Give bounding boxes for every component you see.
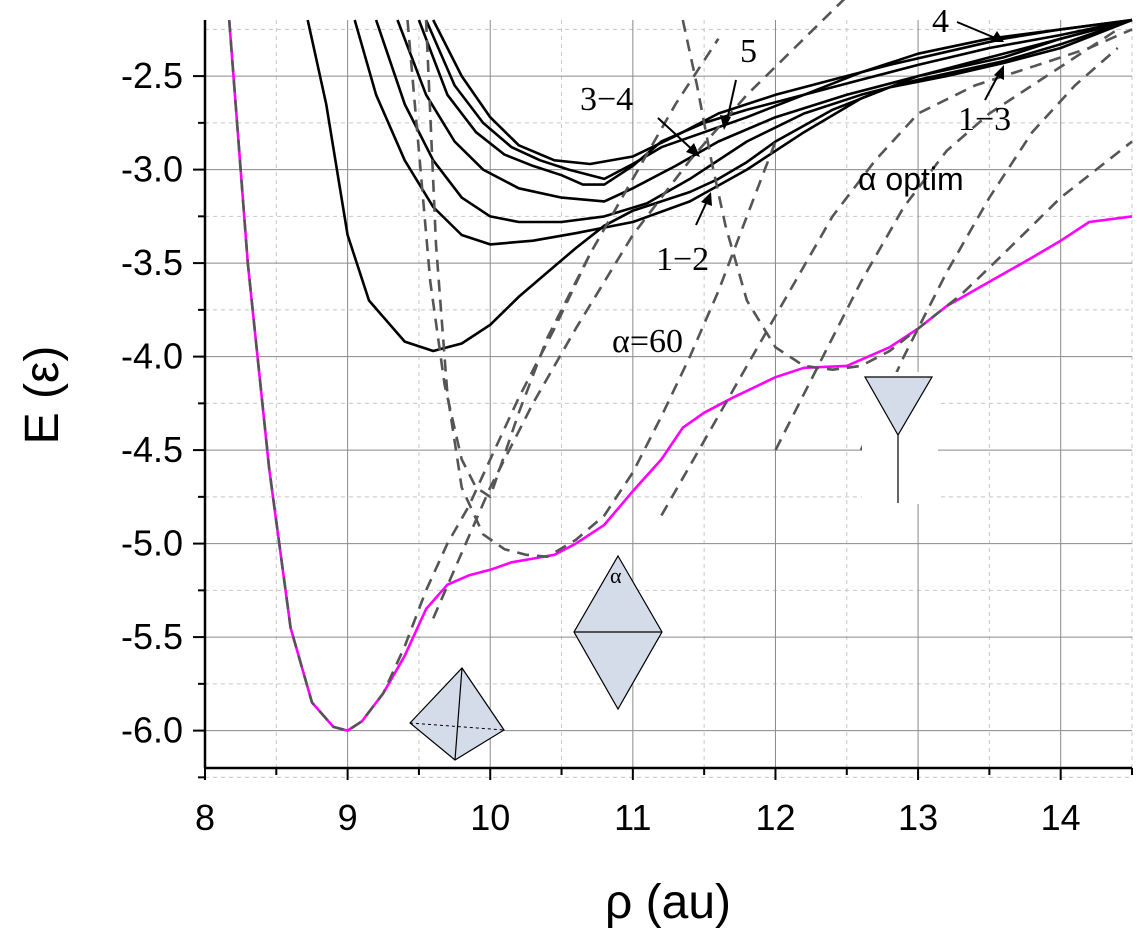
y-tick-label: -3.5 [121,242,183,283]
svg-text:1−3: 1−3 [958,101,1011,138]
annotation-alpha-optim: α optim [858,161,964,197]
svg-text:5: 5 [740,33,757,70]
y-tick-label: -2.5 [121,55,183,96]
annotation-1-3: 1−3 [958,65,1011,138]
y-tick-label: -5.5 [121,616,183,657]
y-axis-title: E (ε) [16,346,69,445]
series-line-dashed [424,19,777,559]
series-line-solid [396,18,1133,203]
diamond-figure: α [573,554,663,711]
series-line-dashed [660,28,1133,517]
series-line-dashed [859,47,1119,451]
series-line-dashed [227,19,592,732]
series-line-dashed [406,19,720,499]
y-tick-label: -6.0 [121,710,183,751]
svg-text:1−2: 1−2 [656,241,709,278]
x-tick-label: 11 [614,797,651,838]
x-tick-label: 9 [338,797,358,838]
x-tick-label: 12 [755,797,795,838]
x-tick-label: 13 [898,797,938,838]
y-junction-figure [862,372,938,504]
series-line-dashed [774,28,1119,451]
tetrahedron-figure [409,667,505,761]
annotation-alpha-60: α=60 [612,323,683,360]
axes: 8 9 10 11 12 13 14 -2.5 -3.0 -3.5 -4.0 -4.5 -5.0 -5.5… [121,20,1133,838]
alpha-angle-label: α [610,563,622,588]
series-line-solid [432,18,1133,166]
annotation-4: 4 [932,3,1004,42]
x-tick-label: 14 [1041,797,1081,838]
y-tick-label: -4.0 [121,336,183,377]
series-line-dashed [681,19,1133,372]
annotation-1-2: 1−2 [656,192,712,278]
svg-text:3−4: 3−4 [580,81,633,118]
series-line-solid [424,18,1133,181]
annotation-5: 5 [720,33,757,130]
series-line-solid [374,18,1133,224]
y-tick-label: -4.5 [121,429,183,470]
y-tick-label: -3.0 [121,149,183,190]
x-axis-title: ρ (au) [605,876,731,929]
series-line-dashed [432,0,846,619]
x-tick-label: 10 [470,797,510,838]
x-tick-label: 8 [195,797,215,838]
annotation-3-4: 3−4 [580,81,700,157]
series-group [227,0,1133,732]
y-tick-label: -5.0 [121,523,183,564]
svg-text:4: 4 [932,3,949,40]
